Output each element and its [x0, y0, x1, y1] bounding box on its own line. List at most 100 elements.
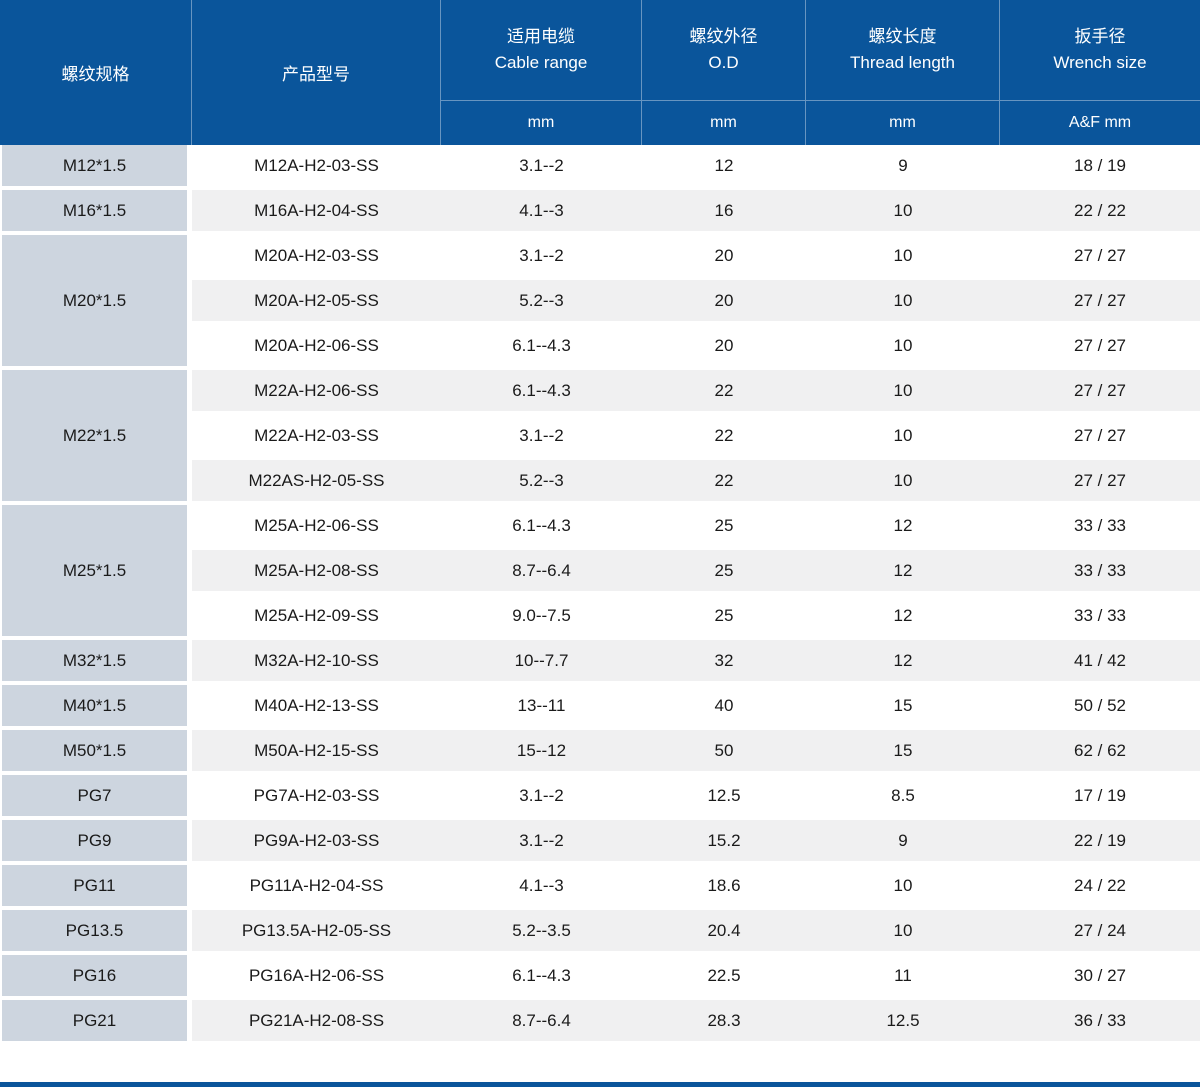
thread-length-cell: 10 — [806, 190, 1000, 235]
wrench-size-cell: 62 / 62 — [1000, 730, 1200, 775]
thread-length-cell: 10 — [806, 235, 1000, 280]
od-cell: 16 — [642, 190, 806, 235]
model-cell: M25A-H2-08-SS — [192, 550, 441, 595]
cable-range-cell: 9.0--7.5 — [441, 595, 642, 640]
thread-spec-cell: PG7 — [0, 775, 192, 820]
od-cell: 15.2 — [642, 820, 806, 865]
thread-length-cell: 10 — [806, 415, 1000, 460]
header-product-model: 产品型号 — [192, 0, 441, 145]
wrench-size-cell: 17 / 19 — [1000, 775, 1200, 820]
header-od-unit: mm — [642, 100, 806, 145]
cable-range-cell: 3.1--2 — [441, 145, 642, 190]
thread-length-cell: 10 — [806, 910, 1000, 955]
wrench-size-cell: 22 / 22 — [1000, 190, 1200, 235]
cable-range-cell: 6.1--4.3 — [441, 370, 642, 415]
header-cable-range-zh: 适用电缆 — [507, 26, 575, 46]
wrench-size-cell: 50 / 52 — [1000, 685, 1200, 730]
thread-length-cell: 12.5 — [806, 1000, 1000, 1045]
cable-range-cell: 3.1--2 — [441, 775, 642, 820]
wrench-size-cell: 18 / 19 — [1000, 145, 1200, 190]
thread-length-cell: 10 — [806, 280, 1000, 325]
header-thread-length-zh: 螺纹长度 — [868, 26, 937, 46]
model-cell: PG9A-H2-03-SS — [192, 820, 441, 865]
cable-range-cell: 5.2--3 — [441, 280, 642, 325]
cable-range-cell: 4.1--3 — [441, 865, 642, 910]
thread-spec-cell: PG9 — [0, 820, 192, 865]
thread-length-cell: 15 — [806, 685, 1000, 730]
od-cell: 28.3 — [642, 1000, 806, 1045]
table-row: M12*1.5 M12A-H2-03-SS 3.1--2 12 9 18 / 19 — [0, 145, 1200, 190]
header-wrench-size-unit: A&F mm — [1000, 100, 1200, 145]
thread-spec-cell: M40*1.5 — [0, 685, 192, 730]
thread-spec-cell: PG21 — [0, 1000, 192, 1045]
table-header: 螺纹规格 产品型号 适用电缆 Cable range 螺纹外径 O.D 螺纹长度… — [0, 0, 1200, 145]
thread-spec-cell: M22*1.5 — [0, 370, 192, 505]
table-row: PG9 PG9A-H2-03-SS 3.1--2 15.2 9 22 / 19 — [0, 820, 1200, 865]
wrench-size-cell: 27 / 27 — [1000, 235, 1200, 280]
cable-range-cell: 4.1--3 — [441, 190, 642, 235]
thread-length-cell: 10 — [806, 460, 1000, 505]
table-row: M22A-H2-03-SS 3.1--2 22 10 27 / 27 — [0, 415, 1200, 460]
thread-length-cell: 10 — [806, 370, 1000, 415]
thread-spec-cell: M50*1.5 — [0, 730, 192, 775]
table-row: M25A-H2-09-SS 9.0--7.5 25 12 33 / 33 — [0, 595, 1200, 640]
model-cell: M22A-H2-06-SS — [192, 370, 441, 415]
header-wrench-size-en: Wrench size — [1053, 53, 1147, 72]
cable-range-cell: 6.1--4.3 — [441, 955, 642, 1000]
od-cell: 40 — [642, 685, 806, 730]
cable-range-cell: 15--12 — [441, 730, 642, 775]
wrench-size-cell: 27 / 27 — [1000, 370, 1200, 415]
model-cell: PG7A-H2-03-SS — [192, 775, 441, 820]
od-cell: 50 — [642, 730, 806, 775]
model-cell: PG16A-H2-06-SS — [192, 955, 441, 1000]
header-od-en: O.D — [708, 53, 739, 72]
od-cell: 18.6 — [642, 865, 806, 910]
model-cell: M12A-H2-03-SS — [192, 145, 441, 190]
od-cell: 12 — [642, 145, 806, 190]
od-cell: 20.4 — [642, 910, 806, 955]
model-cell: M20A-H2-06-SS — [192, 325, 441, 370]
table-row: M22AS-H2-05-SS 5.2--3 22 10 27 / 27 — [0, 460, 1200, 505]
thread-spec-cell: M12*1.5 — [0, 145, 192, 190]
table-row: M40*1.5 M40A-H2-13-SS 13--11 40 15 50 / 52 — [0, 685, 1200, 730]
table-row: PG7 PG7A-H2-03-SS 3.1--2 12.5 8.5 17 / 19 — [0, 775, 1200, 820]
thread-length-cell: 15 — [806, 730, 1000, 775]
thread-length-cell: 9 — [806, 145, 1000, 190]
model-cell: M32A-H2-10-SS — [192, 640, 441, 685]
bottom-accent-bar — [0, 1082, 1200, 1087]
thread-length-cell: 12 — [806, 550, 1000, 595]
wrench-size-cell: 27 / 24 — [1000, 910, 1200, 955]
thread-length-cell: 12 — [806, 595, 1000, 640]
cable-range-cell: 8.7--6.4 — [441, 1000, 642, 1045]
wrench-size-cell: 36 / 33 — [1000, 1000, 1200, 1045]
wrench-size-cell: 27 / 27 — [1000, 280, 1200, 325]
model-cell: M20A-H2-05-SS — [192, 280, 441, 325]
cable-range-cell: 3.1--2 — [441, 415, 642, 460]
model-cell: PG11A-H2-04-SS — [192, 865, 441, 910]
wrench-size-cell: 27 / 27 — [1000, 325, 1200, 370]
wrench-size-cell: 27 / 27 — [1000, 415, 1200, 460]
table-body: M12*1.5 M12A-H2-03-SS 3.1--2 12 9 18 / 19 M16*… — [0, 145, 1200, 1045]
model-cell: M20A-H2-03-SS — [192, 235, 441, 280]
wrench-size-cell: 24 / 22 — [1000, 865, 1200, 910]
header-thread-spec: 螺纹规格 — [0, 0, 192, 145]
thread-length-cell: 12 — [806, 640, 1000, 685]
table-row: M50*1.5 M50A-H2-15-SS 15--12 50 15 62 / 62 — [0, 730, 1200, 775]
table-row: M20A-H2-06-SS 6.1--4.3 20 10 27 / 27 — [0, 325, 1200, 370]
header-cable-range-unit: mm — [441, 100, 642, 145]
cable-gland-spec-table: 螺纹规格 产品型号 适用电缆 Cable range 螺纹外径 O.D 螺纹长度… — [0, 0, 1200, 1045]
model-cell: M40A-H2-13-SS — [192, 685, 441, 730]
header-thread-length-en: Thread length — [850, 53, 955, 72]
model-cell: M22A-H2-03-SS — [192, 415, 441, 460]
table-row: PG11 PG11A-H2-04-SS 4.1--3 18.6 10 24 / 22 — [0, 865, 1200, 910]
thread-spec-cell: M32*1.5 — [0, 640, 192, 685]
od-cell: 25 — [642, 505, 806, 550]
cable-range-cell: 6.1--4.3 — [441, 505, 642, 550]
header-cable-range-en: Cable range — [494, 53, 588, 72]
model-cell: PG21A-H2-08-SS — [192, 1000, 441, 1045]
wrench-size-cell: 27 / 27 — [1000, 460, 1200, 505]
cable-range-cell: 5.2--3 — [441, 460, 642, 505]
od-cell: 22.5 — [642, 955, 806, 1000]
od-cell: 20 — [642, 325, 806, 370]
